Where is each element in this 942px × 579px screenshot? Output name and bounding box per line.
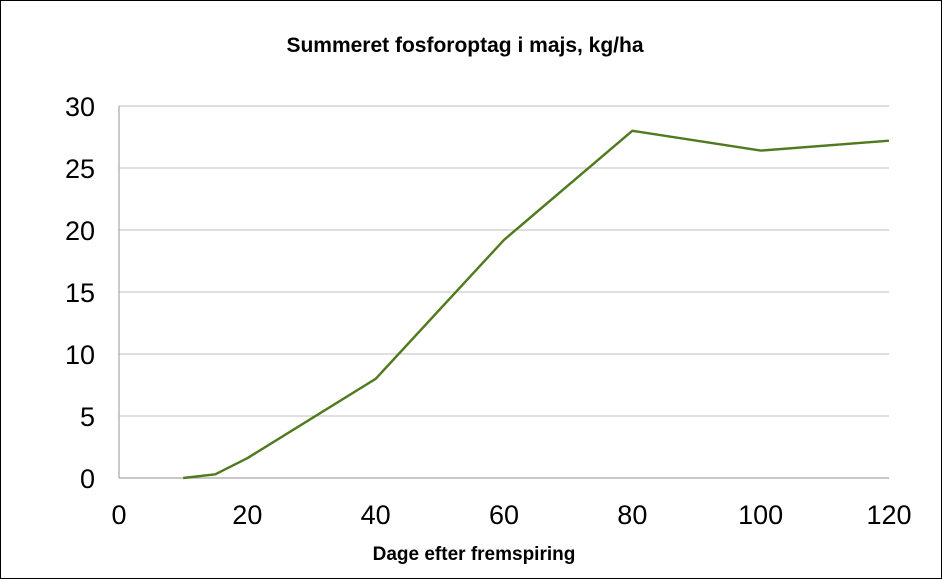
y-tick-labels: 0 5 10 15 20 25 30	[65, 92, 95, 494]
y-tick-label: 10	[65, 340, 95, 370]
x-axis-label: Dage efter fremspiring	[373, 544, 576, 565]
series-layer	[183, 129, 890, 480]
series-line-0	[183, 129, 890, 480]
y-tick-label: 0	[80, 464, 95, 494]
x-tick-label: 80	[617, 500, 647, 530]
gridlines	[119, 105, 889, 417]
x-tick-label: 120	[866, 500, 911, 530]
chart-title: Summeret fosforoptag i majs, kg/ha	[286, 34, 643, 57]
y-tick-label: 30	[65, 92, 95, 122]
y-tick-label: 25	[65, 154, 95, 184]
y-tick-label: 5	[80, 402, 95, 432]
y-tick-label: 20	[65, 216, 95, 246]
x-tick-label: 0	[111, 500, 126, 530]
x-tick-labels: 0 20 40 60 80 100 120	[111, 500, 911, 530]
y-tick-label: 15	[65, 278, 95, 308]
axes	[118, 106, 889, 479]
x-tick-label: 100	[738, 500, 783, 530]
x-tick-label: 20	[232, 500, 262, 530]
x-tick-label: 40	[361, 500, 391, 530]
x-tick-label: 60	[489, 500, 519, 530]
